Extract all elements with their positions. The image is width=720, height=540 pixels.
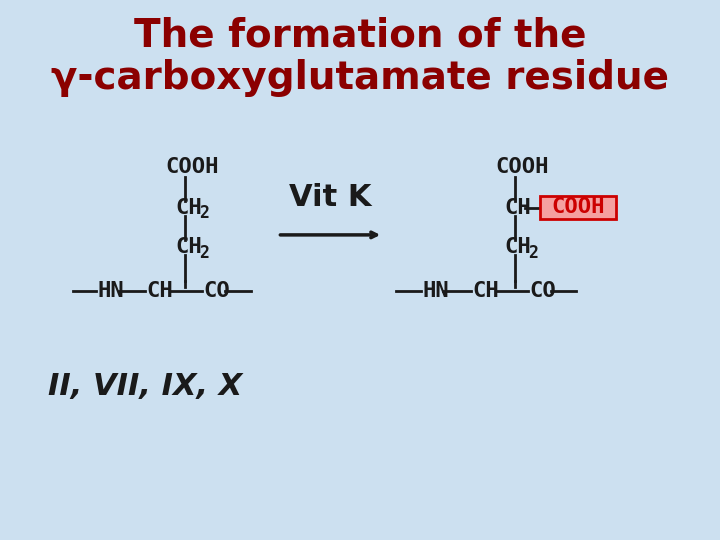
Text: COOH: COOH [551,197,605,218]
Text: COOH: COOH [165,157,218,178]
Text: γ-carboxyglutamate residue: γ-carboxyglutamate residue [51,59,669,97]
Text: Vit K: Vit K [289,183,372,212]
Text: 2: 2 [199,204,210,222]
Bar [540,196,616,219]
Text: The formation of the: The formation of the [134,16,586,54]
Text: CH: CH [147,280,174,301]
Text: HN: HN [98,280,125,301]
Text: CO: CO [203,280,230,301]
Text: CH: CH [504,237,531,258]
Text: II, VII, IX, X: II, VII, IX, X [48,372,243,401]
Text: CO: CO [530,280,557,301]
Text: CH: CH [175,198,202,218]
Text: 2: 2 [528,244,539,262]
Text: HN: HN [422,280,449,301]
Text: CH: CH [504,198,531,218]
Text: 2: 2 [199,244,210,262]
Text: COOH: COOH [495,157,549,178]
Text: CH: CH [472,280,499,301]
Text: CH: CH [175,237,202,258]
